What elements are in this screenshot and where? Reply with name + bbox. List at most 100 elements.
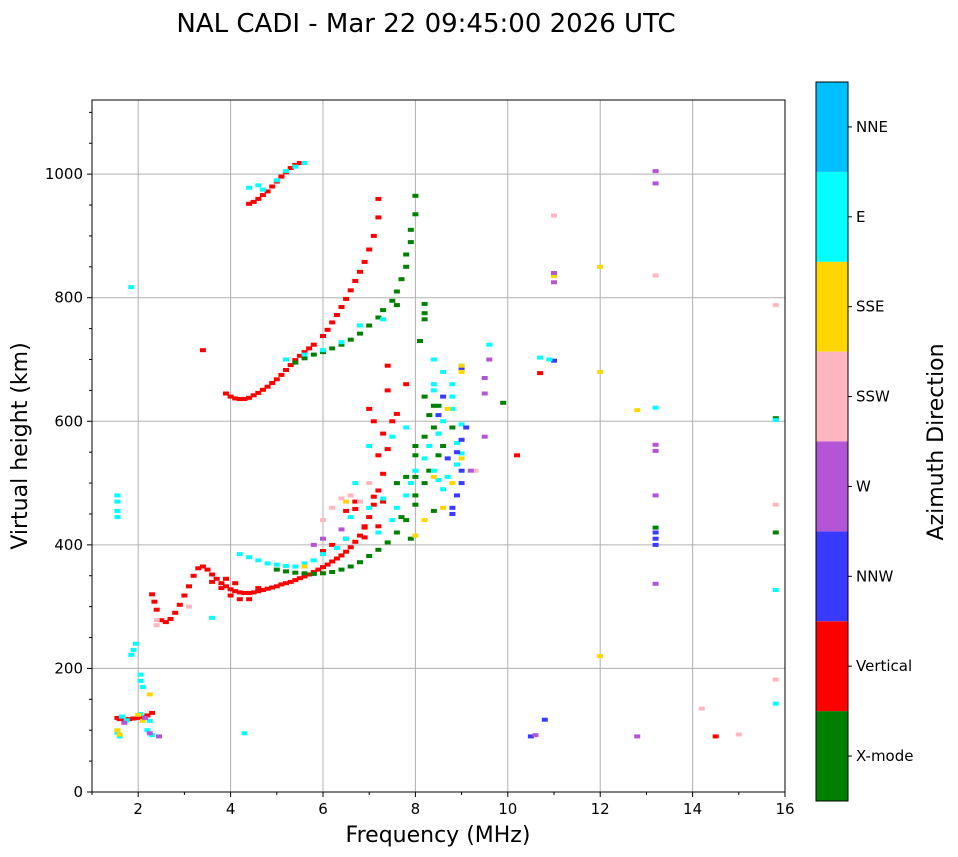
plot-frame: [91, 99, 786, 793]
data-point-vertical: [306, 346, 313, 351]
y-axis-label: Virtual height (km): [8, 342, 33, 549]
data-point-e: [546, 357, 553, 362]
data-point-w: [481, 376, 488, 380]
data-point-nnw: [454, 450, 460, 455]
data-point-vertical: [324, 562, 331, 567]
data-point-w: [652, 442, 659, 447]
data-point-ssw: [551, 213, 557, 218]
colorbar: X-mode Vertical NNW W SSW SSE E NNE: [815, 81, 913, 802]
data-point-e: [320, 552, 326, 557]
data-point-vertical: [264, 586, 271, 591]
data-point-e: [119, 714, 125, 719]
data-point-w: [532, 733, 539, 738]
data-point-nnw: [458, 366, 465, 371]
data-point-vertical: [167, 617, 174, 621]
data-point-vertical: [366, 406, 373, 411]
data-point-e: [357, 323, 363, 328]
data-point-ssw: [153, 623, 160, 628]
data-point-vertical: [246, 201, 253, 206]
data-point-x-mode: [366, 554, 373, 558]
data-point-x-mode: [412, 453, 419, 458]
data-point-vertical: [273, 584, 280, 589]
data-point-w: [467, 468, 474, 473]
data-point-e: [366, 444, 373, 448]
data-point-vertical: [301, 574, 308, 579]
data-point-vertical: [352, 279, 359, 283]
data-point-vertical: [250, 393, 257, 398]
data-point-ssw: [735, 732, 742, 737]
data-point-vertical: [218, 581, 225, 586]
data-point-vertical: [333, 313, 340, 317]
data-point-e: [440, 419, 447, 424]
data-point-e: [430, 388, 437, 393]
data-point-x-mode: [412, 493, 419, 498]
data-point-ssw: [772, 677, 779, 682]
data-point-e: [426, 444, 433, 448]
y-tick-label: 0: [73, 783, 83, 801]
data-point-vertical: [712, 734, 719, 739]
data-point-e: [380, 496, 387, 501]
data-point-x-mode: [403, 518, 410, 523]
data-point-vertical: [389, 419, 396, 424]
colorbar-label-sse: SSE: [856, 298, 885, 316]
data-point-vertical: [259, 193, 266, 198]
data-point-vertical: [250, 199, 257, 204]
data-point-vertical: [255, 390, 262, 395]
data-point-vertical: [151, 599, 158, 604]
data-point-e: [301, 352, 308, 357]
data-point-vertical: [116, 717, 123, 722]
data-point-vertical: [361, 535, 368, 540]
data-point-x-mode: [375, 547, 382, 552]
data-point-nnw: [449, 505, 456, 510]
data-point-e: [772, 418, 779, 423]
data-point-sse: [139, 718, 146, 723]
x-tick-label: 4: [226, 800, 236, 818]
data-point-vertical: [292, 358, 299, 363]
data-point-vertical: [278, 372, 285, 377]
data-marks: [114, 161, 779, 739]
data-point-vertical: [186, 584, 192, 589]
data-point-vertical: [514, 453, 520, 458]
data-point-x-mode: [403, 252, 410, 257]
data-point-x-mode: [421, 317, 428, 322]
data-point-sse: [440, 505, 447, 510]
x-tick-label: 12: [591, 800, 610, 818]
data-point-x-mode: [357, 560, 363, 565]
data-point-x-mode: [412, 212, 419, 217]
data-point-vertical: [264, 189, 271, 194]
data-point-w: [481, 434, 488, 439]
data-point-vertical: [329, 320, 336, 325]
data-point-sse: [458, 369, 465, 374]
data-point-ssw: [698, 706, 705, 711]
colorbar-segment-e: [816, 171, 848, 262]
data-point-w: [652, 493, 659, 498]
data-point-ssw: [320, 518, 326, 523]
colorbar-label-nnw: NNW: [856, 567, 893, 585]
data-point-nnw: [541, 717, 548, 722]
data-point-sse: [114, 728, 121, 733]
data-point-e: [246, 185, 253, 190]
data-point-x-mode: [310, 352, 317, 357]
data-point-x-mode: [403, 474, 410, 479]
data-point-e: [440, 487, 447, 492]
data-point-x-mode: [430, 508, 437, 513]
data-point-e: [449, 394, 456, 399]
data-point-e: [772, 588, 779, 592]
data-point-e: [301, 561, 308, 566]
data-point-vertical: [181, 593, 188, 598]
data-point-e: [430, 468, 437, 473]
data-point-sse: [421, 518, 428, 523]
data-point-vertical: [269, 381, 276, 385]
data-point-vertical: [283, 581, 289, 586]
data-point-vertical: [375, 196, 382, 201]
data-point-e: [123, 718, 130, 723]
data-point-vertical: [296, 161, 303, 165]
data-point-ssw: [357, 499, 363, 504]
data-point-w: [551, 271, 557, 275]
data-point-x-mode: [393, 481, 400, 486]
data-point-vertical: [287, 579, 294, 584]
data-point-e: [255, 183, 262, 188]
data-point-e: [403, 493, 410, 498]
data-point-x-mode: [329, 346, 336, 351]
